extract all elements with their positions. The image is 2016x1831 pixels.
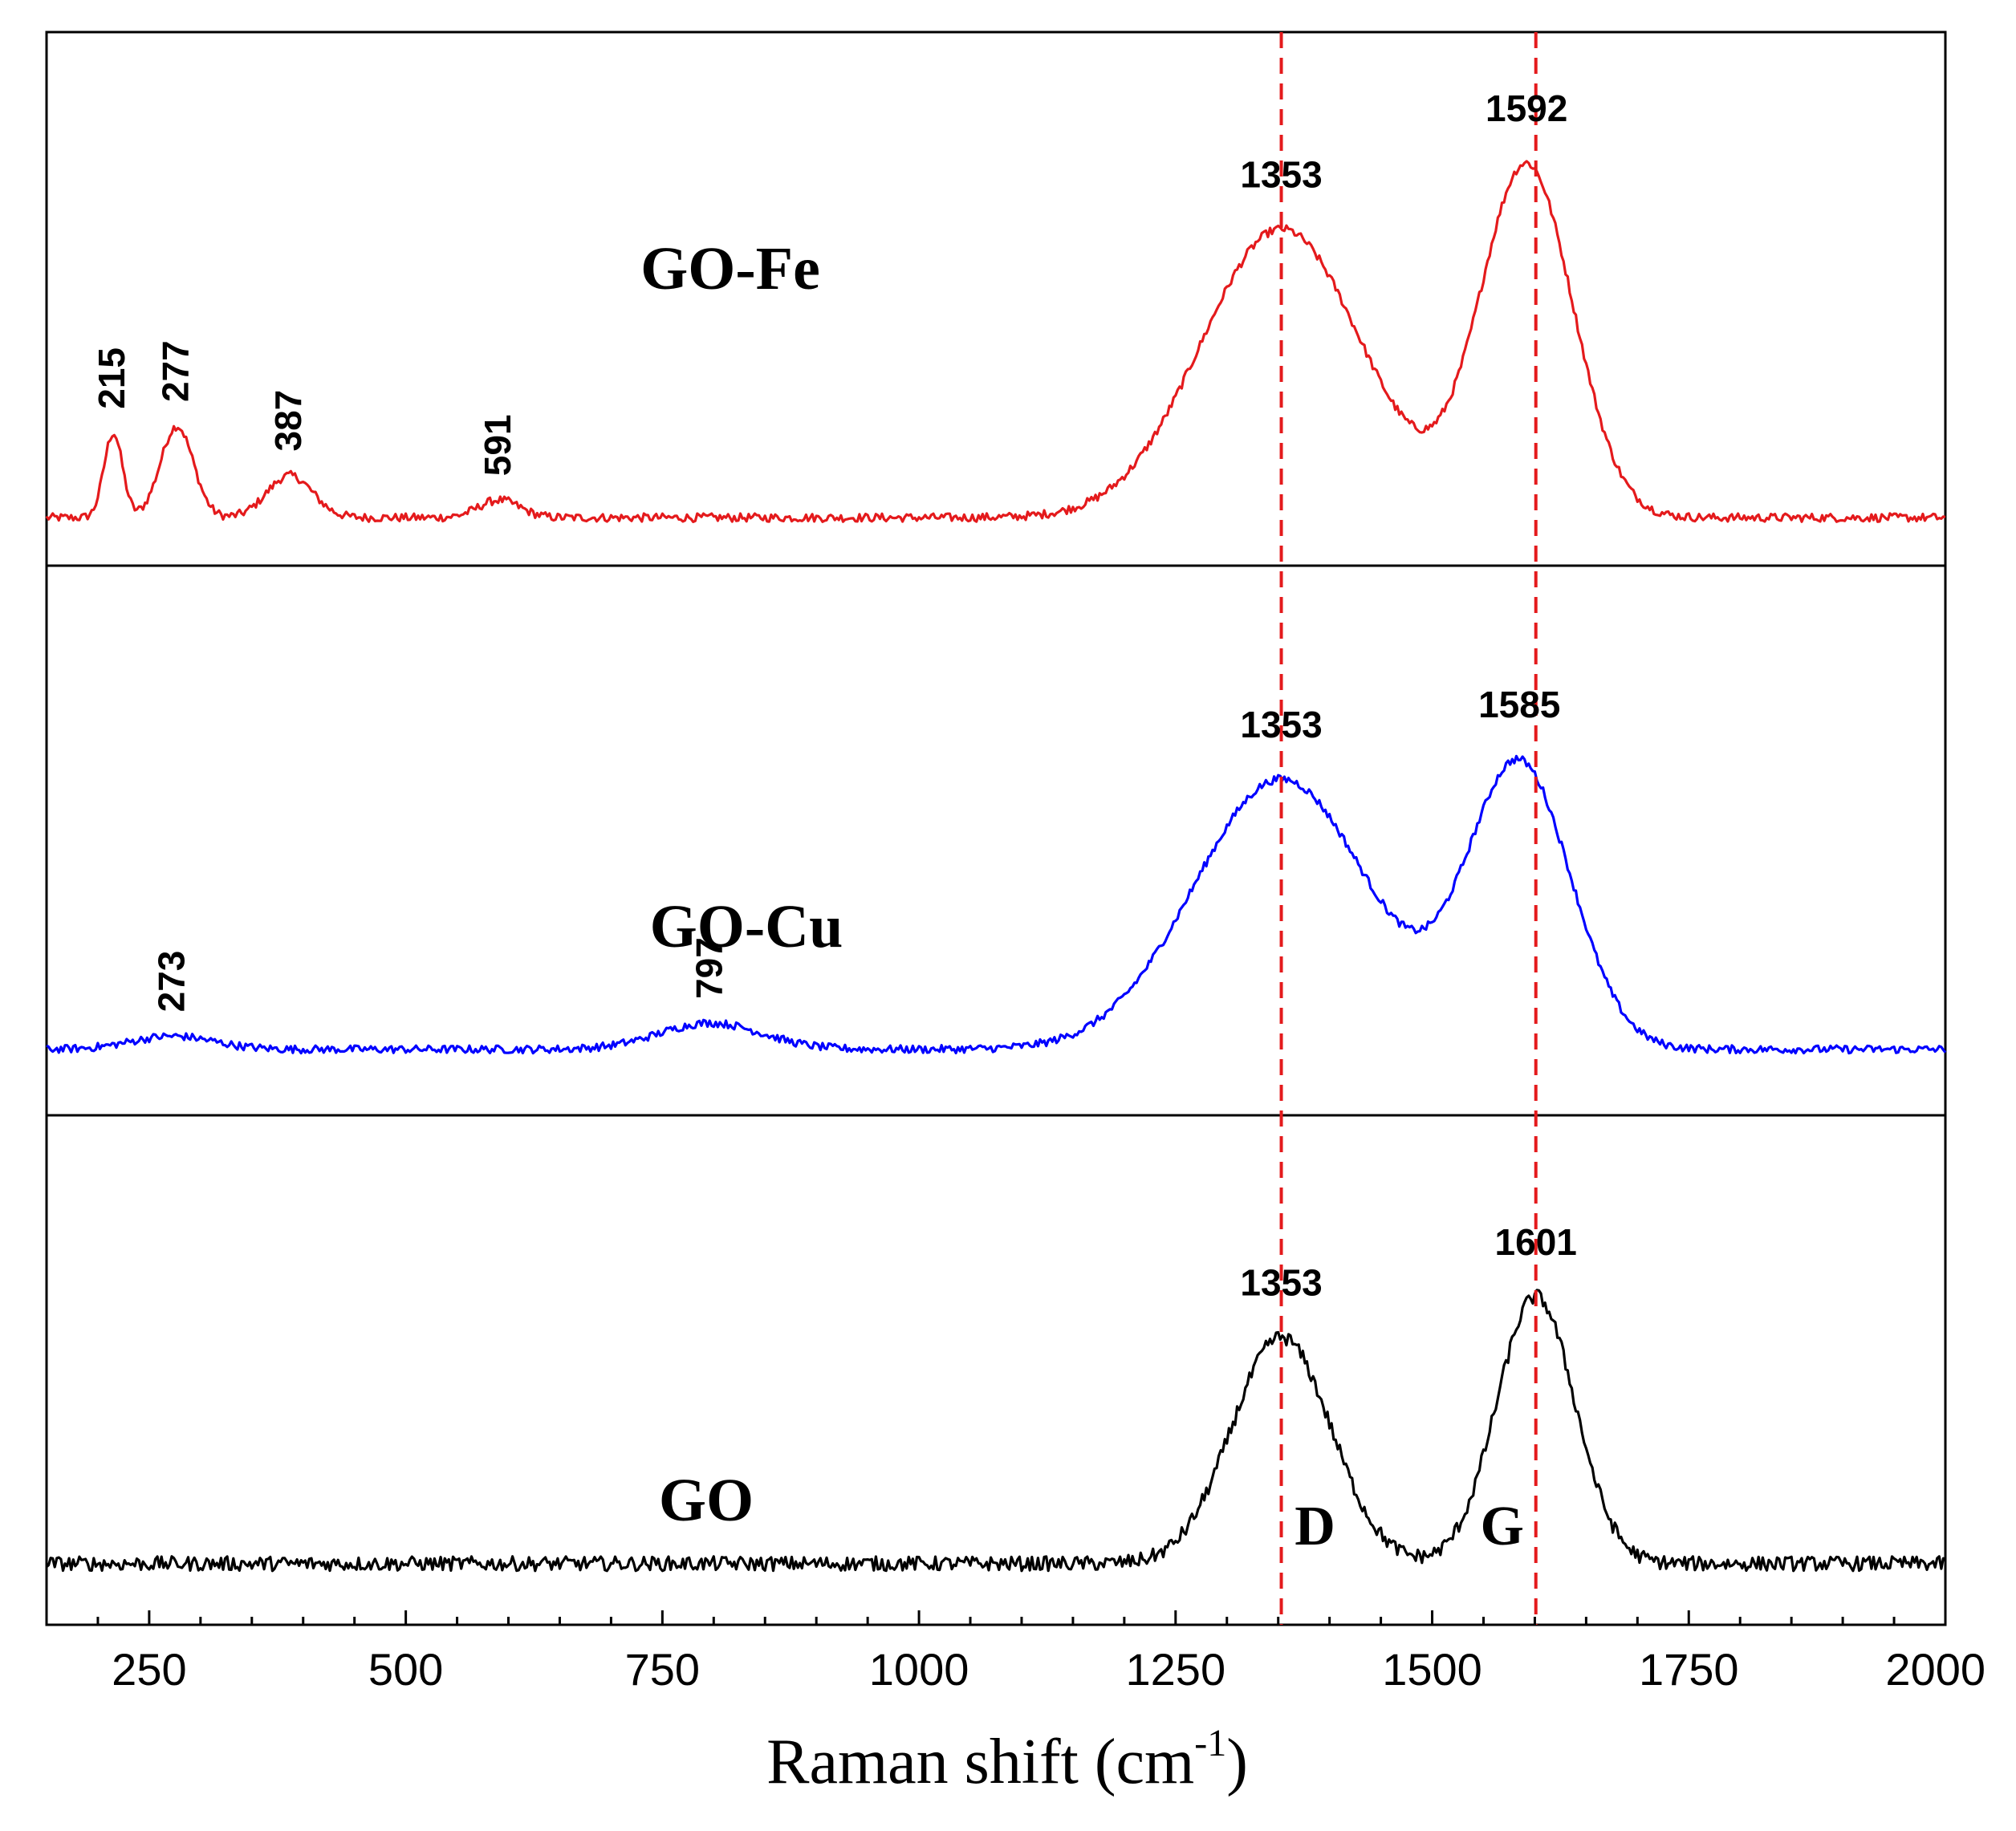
peak-label-go-1601: 1601 (1495, 1221, 1577, 1263)
panel-frame-middle (45, 564, 1947, 1117)
peak-label-go-cu-1585: 1585 (1478, 684, 1560, 725)
x-tick-label-2000: 2000 (1885, 1644, 1986, 1695)
x-tick-label-1000: 1000 (869, 1644, 969, 1695)
peak-label-go-cu-273: 273 (150, 951, 192, 1013)
x-tick-label-500: 500 (368, 1644, 443, 1695)
series-label-go: GO (659, 1467, 754, 1534)
series-layer (45, 160, 1947, 1573)
peak-label-go-cu-1353: 1353 (1240, 704, 1322, 745)
panels (45, 30, 1947, 1626)
x-axis-title-superscript: -1 (1194, 1722, 1226, 1764)
series-label-go-fe: GO-Fe (640, 235, 820, 302)
x-tick-label-1250: 1250 (1126, 1644, 1226, 1695)
reference-lines (1279, 32, 1538, 1625)
band-label-g: G (1480, 1496, 1523, 1557)
peak-label-go-1353: 1353 (1240, 1261, 1322, 1303)
x-axis: 250 500 750 1000 1250 1500 1750 2000 (96, 1610, 1986, 1695)
series-label-go-cu: GO-Cu (650, 893, 843, 960)
x-tick-label-750: 750 (625, 1644, 700, 1695)
peak-label-go-fe-215: 215 (91, 347, 132, 409)
panel-frame-top (45, 30, 1947, 567)
peak-label-go-fe-591: 591 (477, 414, 518, 476)
x-axis-title: Raman shift (cm-1) (766, 1722, 1248, 1797)
peak-label-go-cu-797: 797 (688, 937, 730, 999)
x-tick-label-1500: 1500 (1382, 1644, 1482, 1695)
x-axis-title-main: Raman shift (cm (766, 1727, 1194, 1797)
peak-label-go-fe-1353: 1353 (1240, 153, 1322, 195)
x-axis-title-end: ) (1226, 1727, 1248, 1797)
peak-label-go-fe-277: 277 (154, 340, 196, 402)
x-tick-label-250: 250 (112, 1644, 186, 1695)
series-line-go-cu (46, 754, 1947, 1055)
panel-frame-bottom (45, 1114, 1947, 1626)
x-tick-label-1750: 1750 (1639, 1644, 1739, 1695)
peak-label-go-fe-1592: 1592 (1486, 87, 1567, 129)
series-line-go-fe (45, 160, 1946, 523)
series-line-go (45, 1289, 1946, 1573)
peak-label-go-fe-387: 387 (267, 390, 309, 452)
labels: GO-Fe 215 277 387 591 1353 1592 GO-Cu 273 797 1353… (91, 87, 1577, 1557)
band-label-d: D (1295, 1496, 1335, 1557)
